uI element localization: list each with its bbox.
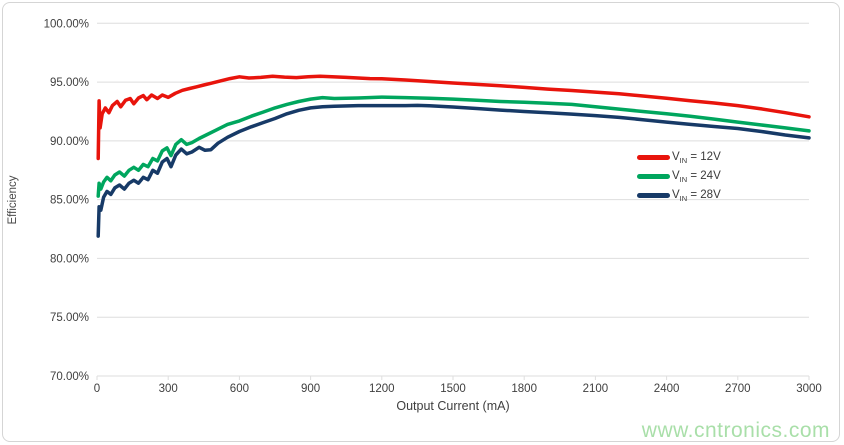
x-tick-label: 900 (301, 383, 320, 395)
x-tick-label: 2400 (654, 383, 680, 395)
series-lines-group (96, 74, 811, 238)
x-tick-label: 1200 (369, 383, 395, 395)
x-tick-label: 300 (159, 383, 178, 395)
series-line-28v (96, 103, 811, 238)
y-axis-title: Efficiency (7, 175, 19, 224)
x-tick-label: 1800 (511, 383, 537, 395)
legend-label: VIN = 12V (672, 150, 721, 165)
legend-label: VIN = 28V (672, 188, 721, 203)
x-tick-label: 3000 (796, 383, 822, 395)
y-tick-label: 75.00% (50, 312, 89, 324)
y-tick-label: 100.00% (44, 18, 89, 30)
axis-labels-group: 100.00% 95.00% 90.00% 85.00% 80.00% 75.00% 70.… (44, 18, 822, 395)
legend-swatch (637, 174, 670, 179)
legend-swatch (637, 155, 670, 160)
x-tick-label: 1500 (440, 383, 466, 395)
legend-item-vin-24v: VIN = 24V (637, 167, 721, 186)
x-tick-label: 2700 (725, 383, 751, 395)
x-tick-label: 0 (94, 383, 100, 395)
x-tick-label: 600 (230, 383, 249, 395)
chart-legend: VIN = 12V VIN = 24V VIN = 28V (637, 148, 721, 205)
legend-item-vin-28v: VIN = 28V (637, 186, 721, 205)
series-line-24v (96, 95, 811, 198)
legend-item-vin-12v: VIN = 12V (637, 148, 721, 167)
legend-label: VIN = 24V (672, 169, 721, 184)
y-tick-label: 70.00% (50, 371, 89, 383)
y-tick-label: 85.00% (50, 195, 89, 207)
watermark: www.cntronics.com (641, 419, 830, 442)
y-tick-label: 90.00% (50, 136, 89, 148)
x-tick-label: 2100 (583, 383, 609, 395)
series-line-12v (96, 74, 811, 161)
x-axis-title: Output Current (mA) (396, 399, 509, 413)
y-tick-label: 95.00% (50, 77, 89, 89)
legend-swatch (637, 193, 670, 198)
y-tick-label: 80.00% (50, 253, 89, 265)
